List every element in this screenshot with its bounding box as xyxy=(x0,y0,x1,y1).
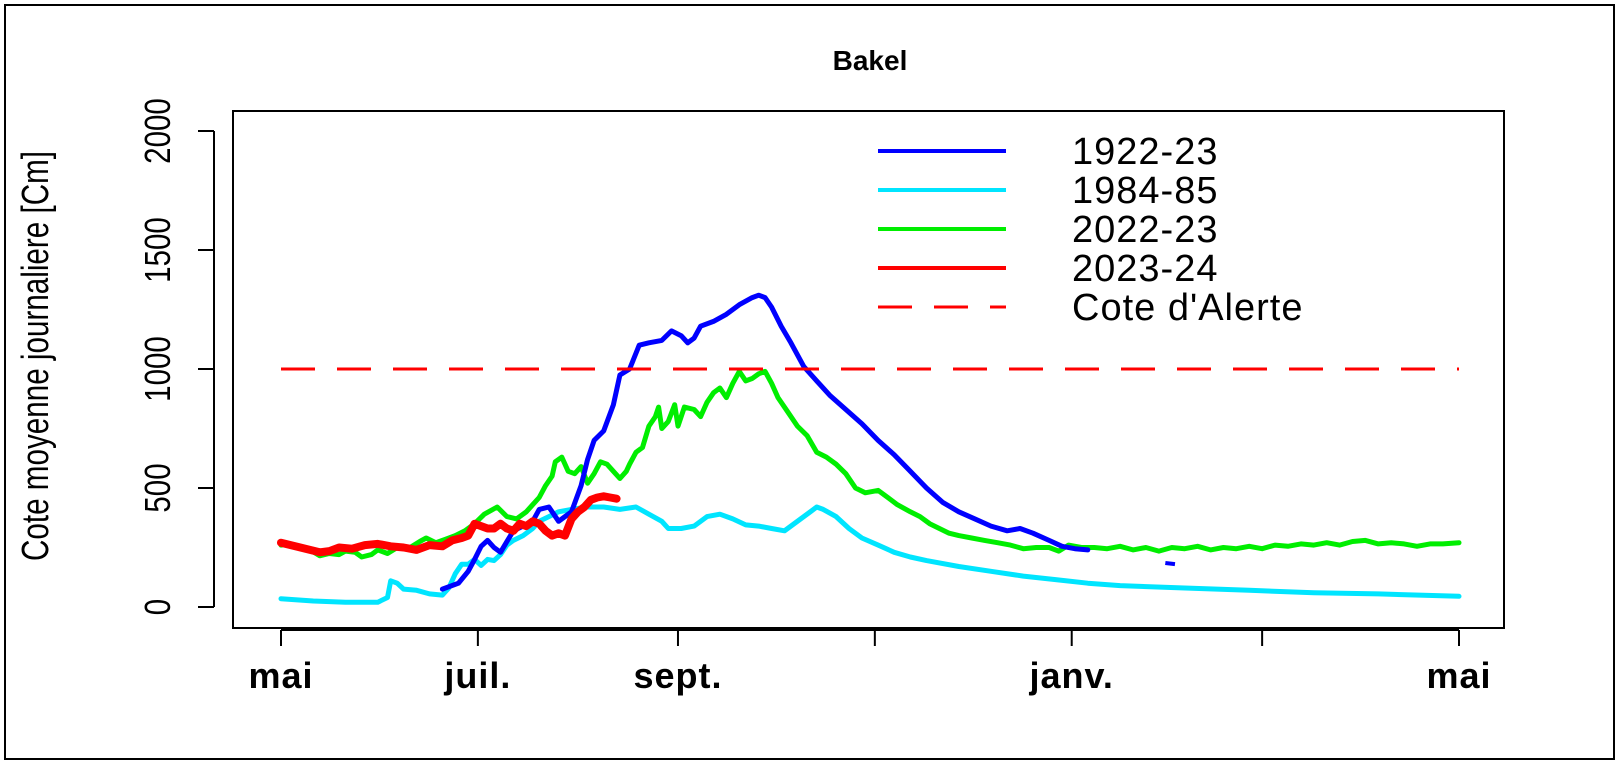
plot-box xyxy=(232,110,1505,629)
y-tick-label: 1000 xyxy=(137,336,177,402)
series-line xyxy=(278,504,1462,605)
x-tick-label: janv. xyxy=(1029,655,1114,696)
series-fragment xyxy=(1165,560,1176,567)
series-line xyxy=(439,292,1091,592)
y-tick-label: 500 xyxy=(137,463,177,512)
legend-label: 1984-85 xyxy=(1072,170,1218,212)
y-axis-label: Cote moyenne journaliere [Cm] xyxy=(15,151,57,561)
x-tick-label: mai xyxy=(248,655,313,696)
y-axis: 0 500 1000 1500 2000 xyxy=(137,98,215,615)
series-line xyxy=(278,368,1462,560)
y-tick-label: 1500 xyxy=(137,217,177,283)
series-line xyxy=(277,492,621,557)
x-axis: mai juil. sept. janv. mai xyxy=(248,629,1491,696)
chart-title: Bakel xyxy=(833,45,908,76)
series-layer xyxy=(277,292,1462,605)
legend-label: 2023-24 xyxy=(1072,248,1218,290)
x-tick-label: juil. xyxy=(443,655,511,696)
x-tick-label: mai xyxy=(1426,655,1491,696)
y-tick-label: 2000 xyxy=(137,98,177,164)
x-tick-label: sept. xyxy=(633,655,722,696)
y-tick-label: 0 xyxy=(137,599,177,615)
legend-label: 1922-23 xyxy=(1072,131,1218,173)
chart-frame xyxy=(4,4,1615,760)
legend-label: 2022-23 xyxy=(1072,209,1218,251)
legend-label: Cote d'Alerte xyxy=(1072,287,1303,329)
